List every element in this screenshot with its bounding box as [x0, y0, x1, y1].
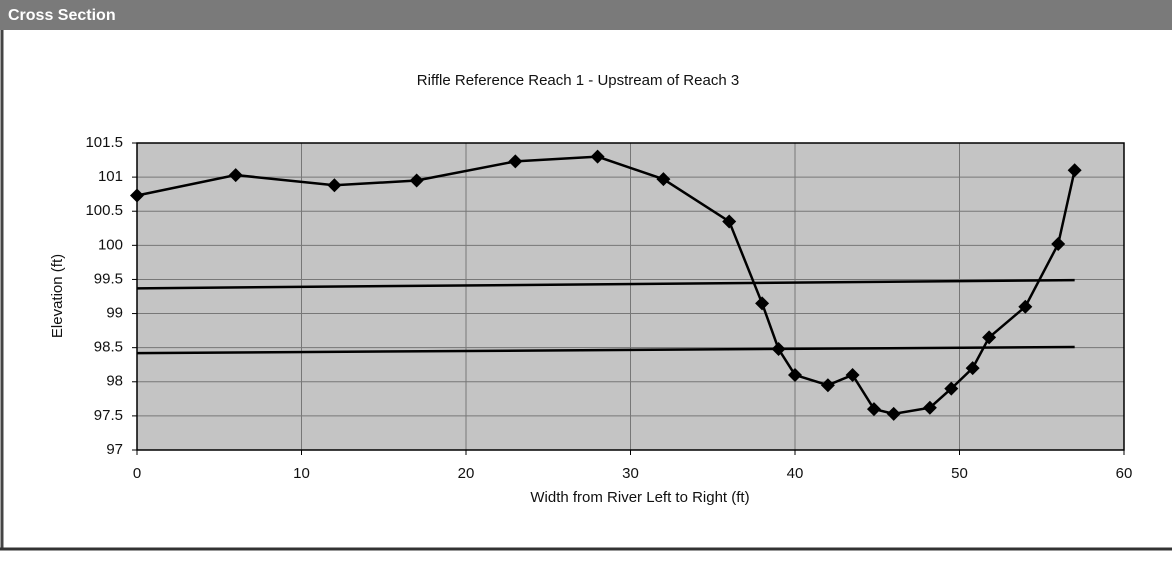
data-line	[136, 155, 1076, 416]
chart-title: Riffle Reference Reach 1 - Upstream of R…	[417, 72, 739, 89]
data-point	[409, 173, 424, 188]
data-point	[845, 367, 860, 382]
data-point	[1067, 163, 1082, 178]
data-point	[866, 402, 881, 417]
x-tick-label: 20	[458, 465, 475, 482]
y-tick-label: 100	[98, 236, 123, 253]
plot-border	[136, 142, 1125, 451]
data-point	[228, 168, 243, 183]
data-point	[1018, 299, 1033, 314]
data-point	[788, 367, 802, 382]
header-bar	[0, 0, 1172, 30]
data-line	[136, 278, 1075, 290]
y-tick-label: 99	[106, 305, 123, 322]
data-point	[1051, 236, 1066, 251]
data-point	[944, 381, 959, 396]
y-tick-label: 101.5	[85, 134, 123, 151]
data-point	[820, 378, 835, 393]
data-point	[327, 178, 342, 193]
y-tick-label: 100.5	[85, 202, 123, 219]
x-tick-label: 10	[293, 465, 310, 482]
data-point	[755, 296, 770, 311]
x-tick-label: 40	[787, 465, 804, 482]
data-point	[886, 406, 901, 421]
x-axis-label: Width from River Left to Right (ft)	[530, 489, 749, 506]
x-tick-label: 30	[622, 465, 639, 482]
x-tick-label: 60	[1116, 465, 1133, 482]
header-title: Cross Section	[8, 7, 116, 24]
data-point	[982, 330, 997, 345]
data-point	[656, 172, 671, 187]
data-point	[722, 214, 737, 229]
data-line	[136, 345, 1075, 355]
data-point	[922, 400, 937, 415]
x-tick-label: 50	[951, 465, 968, 482]
data-point	[508, 154, 523, 169]
x-tick-label: 0	[133, 465, 141, 482]
data-point	[590, 149, 605, 164]
y-tick-label: 101	[98, 168, 123, 185]
y-tick-label: 97.5	[94, 407, 123, 424]
y-tick-label: 99.5	[94, 270, 123, 287]
data-point	[965, 361, 980, 376]
y-axis-label: Elevation (ft)	[49, 254, 66, 338]
y-tick-label: 98.5	[94, 339, 123, 356]
y-tick-label: 97	[106, 441, 123, 458]
y-tick-label: 98	[106, 373, 123, 390]
data-point	[130, 188, 144, 203]
